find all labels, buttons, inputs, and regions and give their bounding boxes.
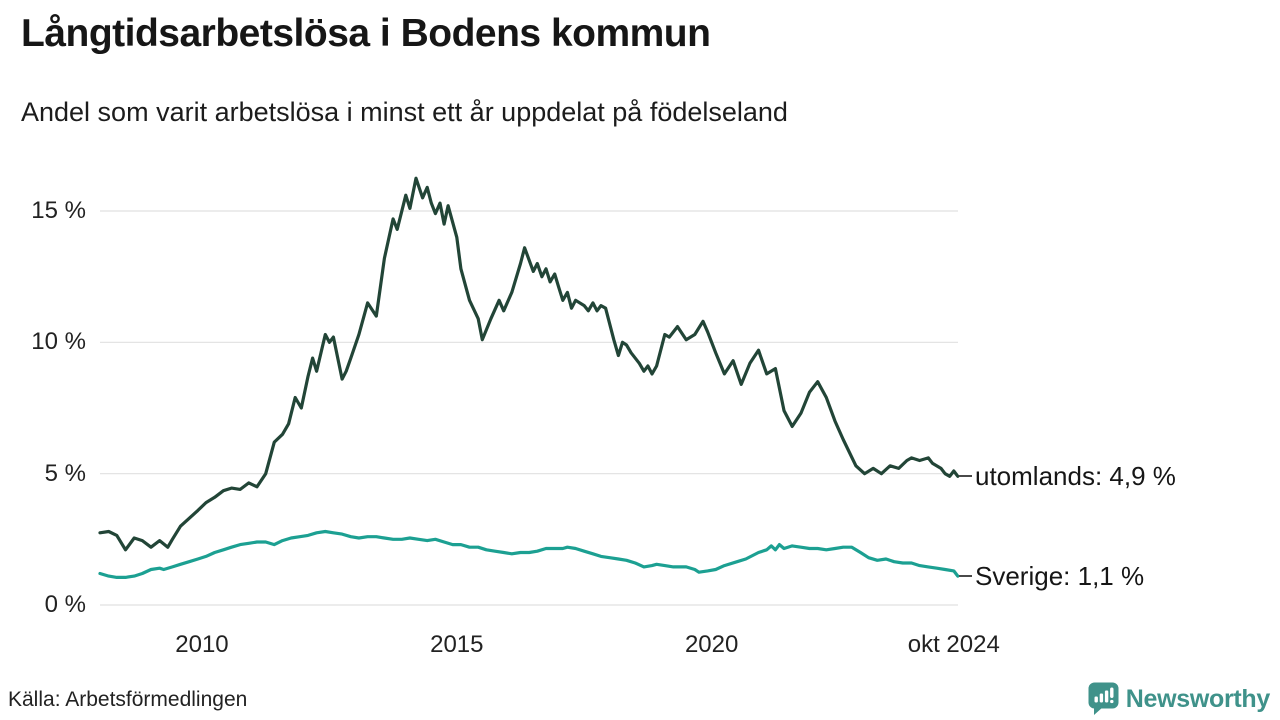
series-line-sverige [98,529,960,580]
x-axis-tick-label: 2015 [430,631,484,658]
series-label-text: utomlands: 4,9 % [975,460,1176,491]
series-label-text: Sverige: 1,1 % [975,560,1145,591]
x-axis-tick-label: okt 2024 [907,631,1000,658]
series-end-label-utomlands: utomlands: 4,9 % [959,459,1176,493]
newsworthy-logo: Newsworthy [1088,682,1270,716]
x-axis-tick-label: 2020 [684,631,739,658]
source-note: Källa: Arbetsförmedlingen [8,688,248,711]
y-axis-tick-label: 5 % [44,459,86,487]
x-axis-tick-label: 2010 [175,631,229,658]
y-axis-tick-label: 0 % [44,591,86,618]
y-axis-tick-label: 15 % [31,197,86,224]
page-subtitle: Andel som varit arbetslösa i minst ett å… [21,97,788,127]
series-line-utomlands [98,176,960,552]
y-axis-tick-label: 10 % [31,328,86,356]
newsworthy-logo-text: Newsworthy [1125,684,1271,713]
series-end-label-sverige: Sverige: 1,1 % [959,559,1144,593]
series-label-tick [959,475,972,478]
newsworthy-logo-icon [1088,682,1119,715]
series-label-tick [959,575,972,578]
page-title: Långtidsarbetslösa i Bodens kommun [21,12,711,55]
